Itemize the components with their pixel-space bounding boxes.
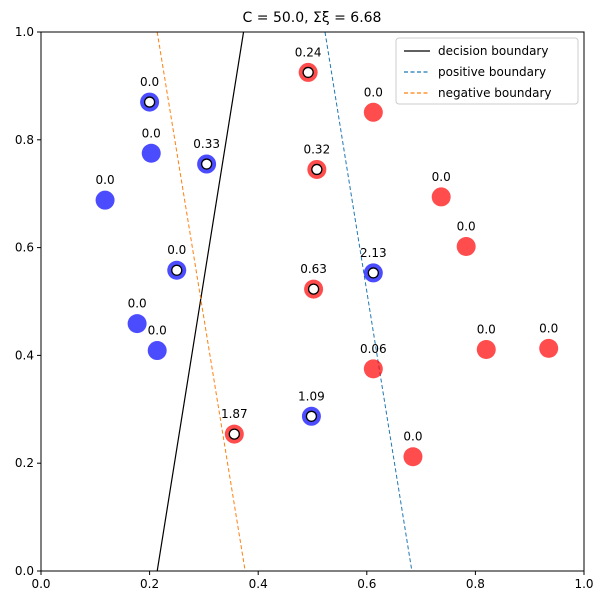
data-point: 0.0: [403, 430, 423, 467]
data-point: 1.09: [298, 389, 325, 426]
x-tick-label: 0.4: [249, 577, 268, 591]
data-point: 0.0: [140, 75, 159, 112]
point-marker: [456, 237, 476, 257]
slack-label: 0.0: [432, 170, 451, 184]
data-point: 0.0: [477, 322, 496, 359]
point-marker: [147, 341, 167, 361]
point-marker: [141, 143, 161, 163]
x-tick-label: 0.2: [140, 577, 159, 591]
slack-label: 1.09: [298, 389, 325, 403]
slack-label: 2.13: [360, 246, 387, 260]
slack-label: 0.0: [140, 75, 159, 89]
data-point: 0.0: [364, 85, 383, 122]
support-vector-marker: [302, 66, 314, 79]
point-marker: [539, 338, 559, 358]
support-vector-marker: [200, 158, 213, 170]
x-tick-label: 1.0: [574, 577, 593, 591]
slack-label: 0.0: [477, 322, 496, 336]
data-point: 0.24: [295, 45, 322, 82]
support-vector-marker: [143, 96, 156, 108]
data-point: 0.0: [148, 324, 167, 361]
slack-label: 0.0: [142, 126, 161, 140]
data-point: 0.32: [303, 142, 330, 179]
support-vector-marker: [305, 410, 318, 422]
y-tick-label: 0.0: [15, 564, 34, 578]
data-point: 1.87: [221, 407, 248, 444]
y-tick-label: 1.0: [15, 25, 34, 39]
support-vector-marker: [367, 267, 379, 279]
data-point: 0.0: [96, 173, 115, 210]
slack-label: 0.0: [96, 173, 115, 187]
legend-label: decision boundary: [438, 44, 548, 58]
support-vector-marker: [228, 428, 240, 440]
y-tick-label: 0.2: [15, 456, 34, 470]
x-tick-label: 0.0: [31, 577, 50, 591]
data-point: 0.33: [193, 137, 220, 174]
legend-label: negative boundary: [438, 86, 551, 100]
data-point: 0.0: [539, 321, 558, 358]
point-marker: [95, 190, 115, 210]
support-vector-marker: [171, 264, 183, 276]
point-marker: [403, 447, 423, 467]
x-tick-label: 0.6: [357, 577, 376, 591]
decision-boundary-line: [156, 32, 245, 571]
slack-label: 0.0: [148, 324, 167, 338]
slack-label: 0.0: [539, 321, 558, 335]
slack-label: 0.0: [364, 85, 383, 99]
point-marker: [431, 187, 451, 207]
slack-label: 1.87: [221, 407, 248, 421]
slack-label: 0.0: [457, 220, 476, 234]
data-point: 2.13: [360, 246, 387, 283]
slack-label: 0.32: [303, 142, 330, 156]
legend-label: positive boundary: [438, 65, 546, 79]
slack-label: 0.0: [128, 297, 147, 311]
slack-label: 0.06: [360, 342, 387, 356]
y-tick-label: 0.8: [15, 133, 34, 147]
support-vector-marker: [311, 163, 323, 176]
point-marker: [476, 339, 496, 359]
point-marker: [363, 359, 383, 379]
slack-label: 0.63: [300, 262, 327, 276]
data-point: 0.0: [457, 220, 476, 257]
data-point: 0.0: [432, 170, 451, 207]
slack-label: 0.0: [167, 243, 186, 257]
data-point: 0.0: [128, 297, 147, 334]
legend: decision boundary positive boundary negati…: [395, 37, 579, 105]
axes-frame: [40, 31, 585, 572]
point-marker: [363, 102, 383, 122]
x-tick-label: 0.8: [466, 577, 485, 591]
slack-label: 0.33: [193, 137, 220, 151]
data-point: 0.63: [300, 262, 327, 299]
data-point: 0.0: [167, 243, 186, 280]
slack-label: 0.0: [403, 430, 422, 444]
chart-title: C = 50.0, Σξ = 6.68: [243, 10, 382, 26]
slack-label: 0.24: [295, 45, 322, 59]
y-tick-label: 0.4: [15, 348, 34, 362]
data-point: 0.0: [142, 126, 161, 163]
y-tick-label: 0.6: [15, 241, 34, 255]
data-point: 0.06: [360, 342, 387, 379]
point-marker: [127, 314, 147, 334]
negative-boundary-line: [156, 32, 246, 571]
plot-area: 0.00.00.330.00.00.00.02.131.090.240.00.3…: [96, 32, 558, 571]
support-vector-marker: [307, 283, 320, 295]
legend-box: [395, 37, 579, 105]
axes: 0.0 0.2 0.4 0.6 0.8 1.0 0.0 0.2 0.4 0.6 0.8 1.0: [15, 25, 594, 591]
